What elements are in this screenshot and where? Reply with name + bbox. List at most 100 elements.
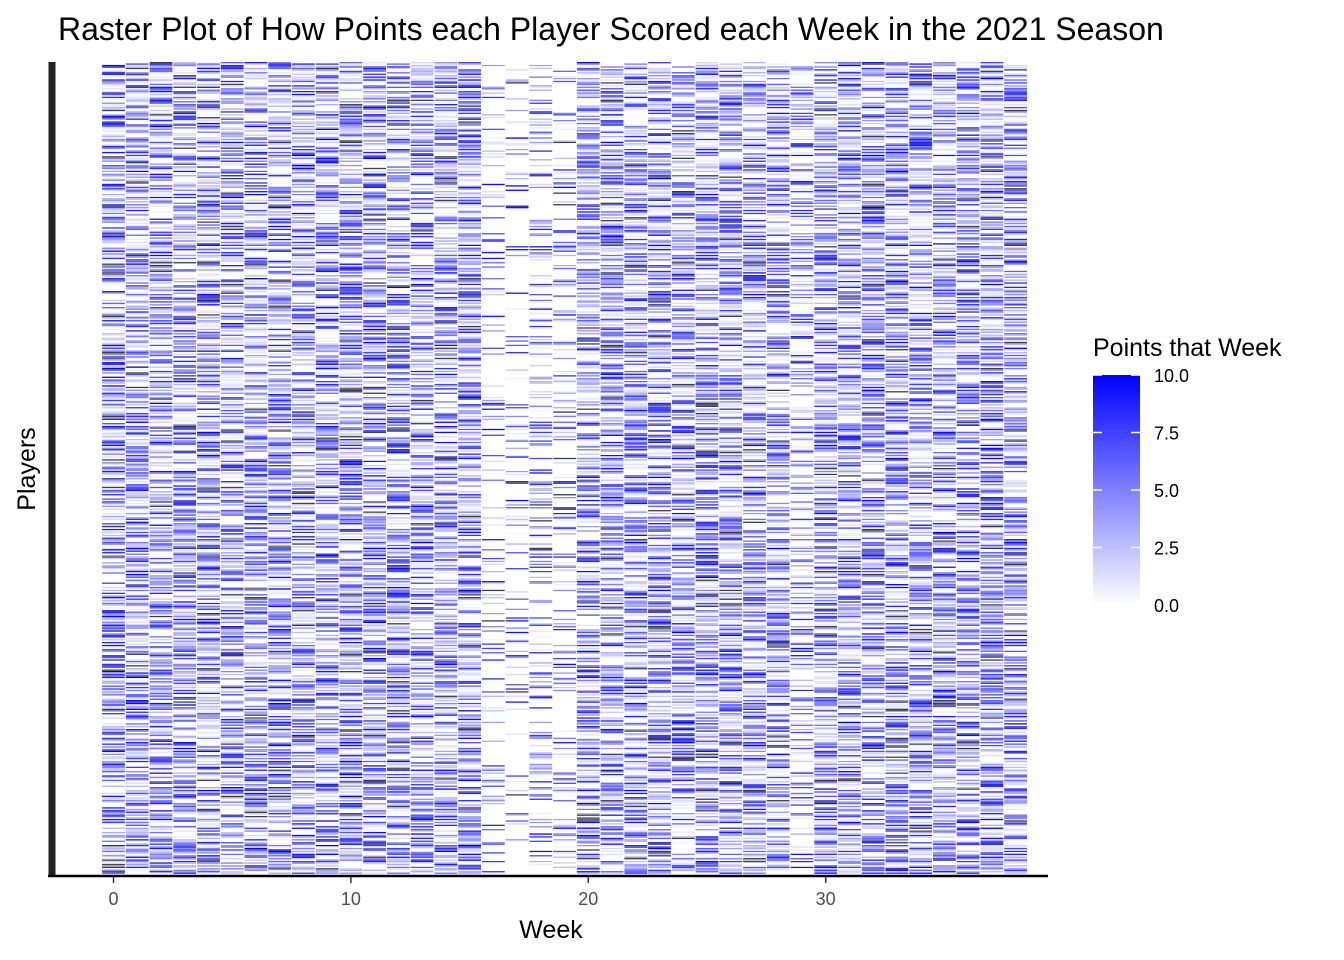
raster-cell [363,739,386,741]
raster-cell [149,659,173,661]
raster-cell [339,114,363,116]
raster-cell [268,698,292,700]
raster-cell [197,146,220,148]
raster-cell [315,151,339,154]
raster-cell [292,353,315,355]
raster-cell [363,269,386,271]
raster-cell [125,83,149,86]
raster-cell [410,73,434,75]
raster-cell [339,563,363,565]
raster-cell [339,689,363,692]
raster-cell [149,410,173,412]
raster-cell [173,647,197,650]
raster-cell [149,67,173,70]
raster-cell [197,336,220,338]
raster-cell [173,845,197,847]
raster-cell [173,331,197,333]
raster-cell [197,621,220,623]
raster-cell [268,327,292,329]
raster-cell [339,209,363,212]
raster-cell [268,749,292,751]
raster-cell [197,560,220,563]
raster-cell [125,497,149,499]
raster-cell [220,816,244,818]
raster-cell [220,707,244,709]
raster-cell [220,743,244,745]
raster-cell [102,807,125,809]
raster-cell [125,459,149,461]
raster-cell [292,292,315,294]
raster-cell [102,869,125,871]
raster-cell [102,125,125,128]
raster-cell [197,233,220,235]
raster-cell [315,623,339,625]
raster-cell [125,531,149,534]
raster-cell [363,66,386,68]
raster-cell [292,214,315,216]
raster-cell [292,675,315,677]
raster-cell [149,588,173,590]
raster-cell [268,708,292,710]
raster-cell [292,199,315,202]
raster-cell [339,729,363,731]
raster-cell [244,421,268,423]
raster-cell [125,556,149,558]
raster-cell [363,747,386,750]
raster-cell [197,275,220,277]
raster-cell [102,367,125,370]
raster-cell [339,626,363,628]
raster-cell [292,646,315,648]
raster-cell [149,557,173,560]
raster-cell [387,72,410,74]
raster-cell [102,505,125,507]
raster-cell [315,472,339,474]
raster-cell [339,714,363,716]
raster-cell [387,295,410,297]
raster-cell [387,269,410,271]
raster-cell [102,372,125,374]
raster-cell [268,163,292,165]
raster-cell [149,498,173,500]
raster-cell [315,685,339,687]
raster-cell [387,607,410,609]
raster-cell [268,681,292,683]
raster-cell [244,613,268,615]
raster-cell [244,138,268,141]
raster-cell [292,275,315,277]
raster-cell [339,350,363,352]
raster-cell [315,410,339,412]
raster-cell [220,234,244,236]
raster-cell [244,781,268,783]
raster-cell [315,601,339,603]
raster-cell [173,240,197,242]
raster-cell [220,170,244,173]
raster-cell [387,405,410,407]
raster-cell [149,568,173,570]
raster-cell [102,523,125,525]
raster-cell [173,254,197,257]
raster-cell [173,714,197,716]
raster-cell [244,579,268,581]
raster-cell [125,805,149,808]
raster-cell [268,414,292,416]
raster-cell [363,840,386,842]
raster-cell [102,595,125,597]
raster-cell [339,517,363,519]
raster-cell [244,763,268,766]
raster-cell [173,408,197,410]
raster-cell [102,440,125,442]
raster-cell [149,265,173,267]
raster-cell [102,623,125,625]
raster-cell [220,637,244,639]
raster-cell [292,133,315,135]
raster-cell [315,236,339,238]
raster-cell [149,758,173,760]
raster-cell [220,160,244,162]
raster-cell [244,789,268,792]
raster-cell [149,396,173,399]
raster-cell [125,665,149,667]
raster-cell [125,279,149,281]
raster-cell [149,537,173,539]
raster-cell [363,220,386,222]
raster-cell [197,85,220,87]
